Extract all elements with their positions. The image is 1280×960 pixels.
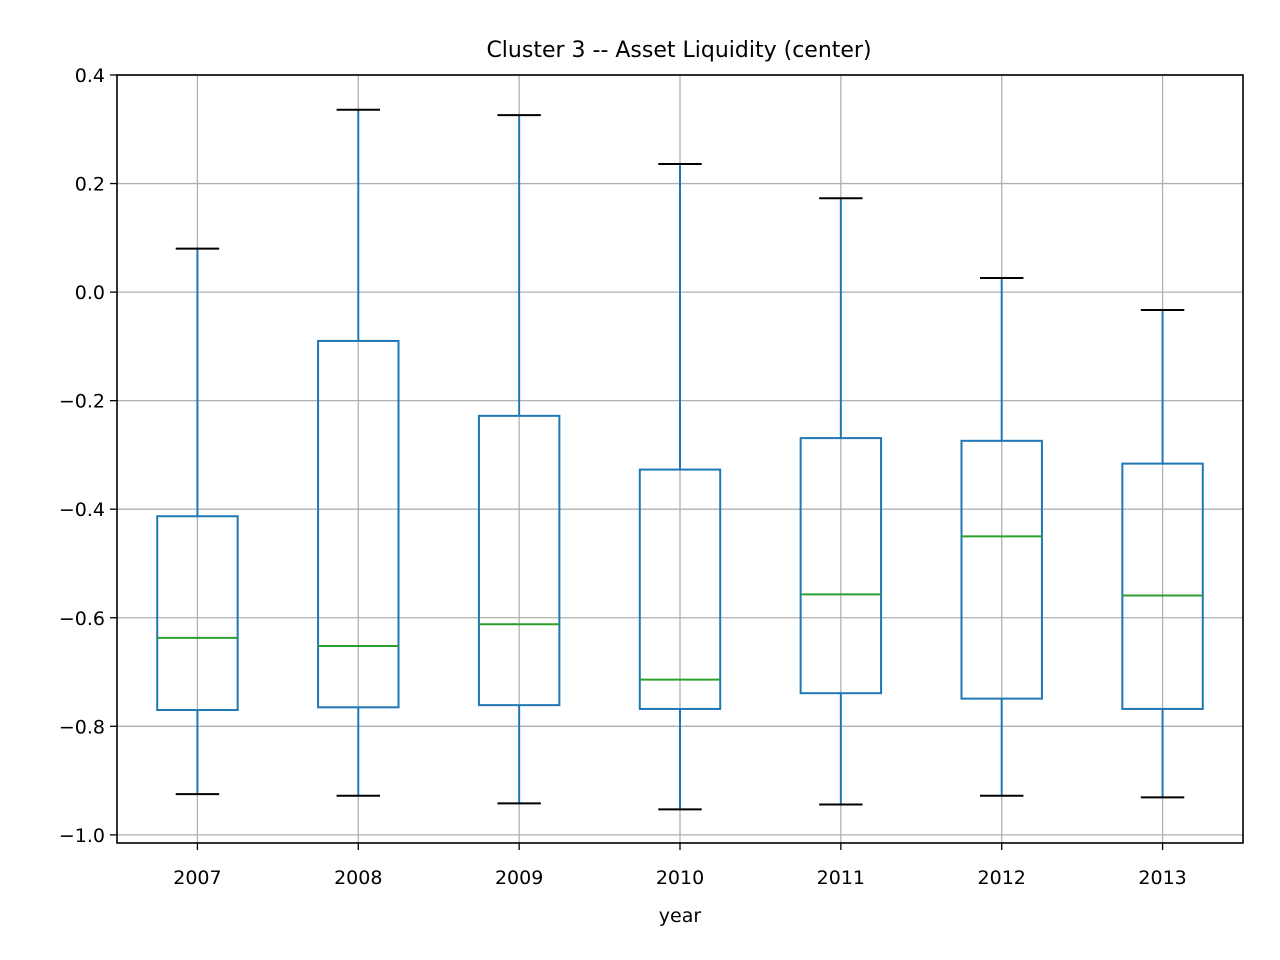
iqr-box bbox=[638, 468, 722, 710]
y-tick-label: −0.4 bbox=[59, 499, 105, 521]
box-2011 bbox=[799, 197, 883, 806]
box-2007 bbox=[156, 247, 239, 796]
box-2008 bbox=[317, 108, 400, 797]
chart-title: Cluster 3 -- Asset Liquidity (center) bbox=[486, 38, 871, 63]
x-tick-label: 2013 bbox=[1138, 867, 1186, 889]
x-tick-label: 2010 bbox=[656, 867, 704, 889]
x-tick-label: 2012 bbox=[978, 867, 1026, 889]
y-tick-label: 0.2 bbox=[75, 174, 105, 196]
y-tick-label: −0.8 bbox=[59, 716, 105, 738]
y-tick-label: −0.6 bbox=[59, 608, 105, 630]
axes: 0.4 0.2 0.0 −0.2 −0.4 −0.6 −0.8 −1.0 2007 2008 200… bbox=[59, 65, 1187, 889]
y-tick-label: −1.0 bbox=[59, 825, 105, 847]
y-tick-label: 0.0 bbox=[75, 282, 105, 304]
iqr-box bbox=[156, 515, 239, 712]
x-tick-label: 2007 bbox=[173, 867, 221, 889]
x-tick-label: 2011 bbox=[817, 867, 865, 889]
iqr-box bbox=[799, 437, 883, 695]
box-2013 bbox=[1121, 309, 1204, 799]
x-tick-label: 2008 bbox=[334, 867, 382, 889]
iqr-box bbox=[960, 439, 1043, 700]
boxes bbox=[156, 108, 1204, 811]
y-tick-label: 0.4 bbox=[75, 65, 105, 87]
iqr-box bbox=[477, 414, 561, 707]
box-2009 bbox=[477, 114, 561, 805]
iqr-box bbox=[317, 339, 400, 709]
iqr-box bbox=[1121, 462, 1204, 710]
x-axis-label: year bbox=[659, 905, 702, 927]
box-2010 bbox=[638, 163, 722, 811]
box-2012 bbox=[960, 276, 1043, 797]
x-tick-label: 2009 bbox=[495, 867, 543, 889]
y-tick-label: −0.2 bbox=[59, 391, 105, 413]
